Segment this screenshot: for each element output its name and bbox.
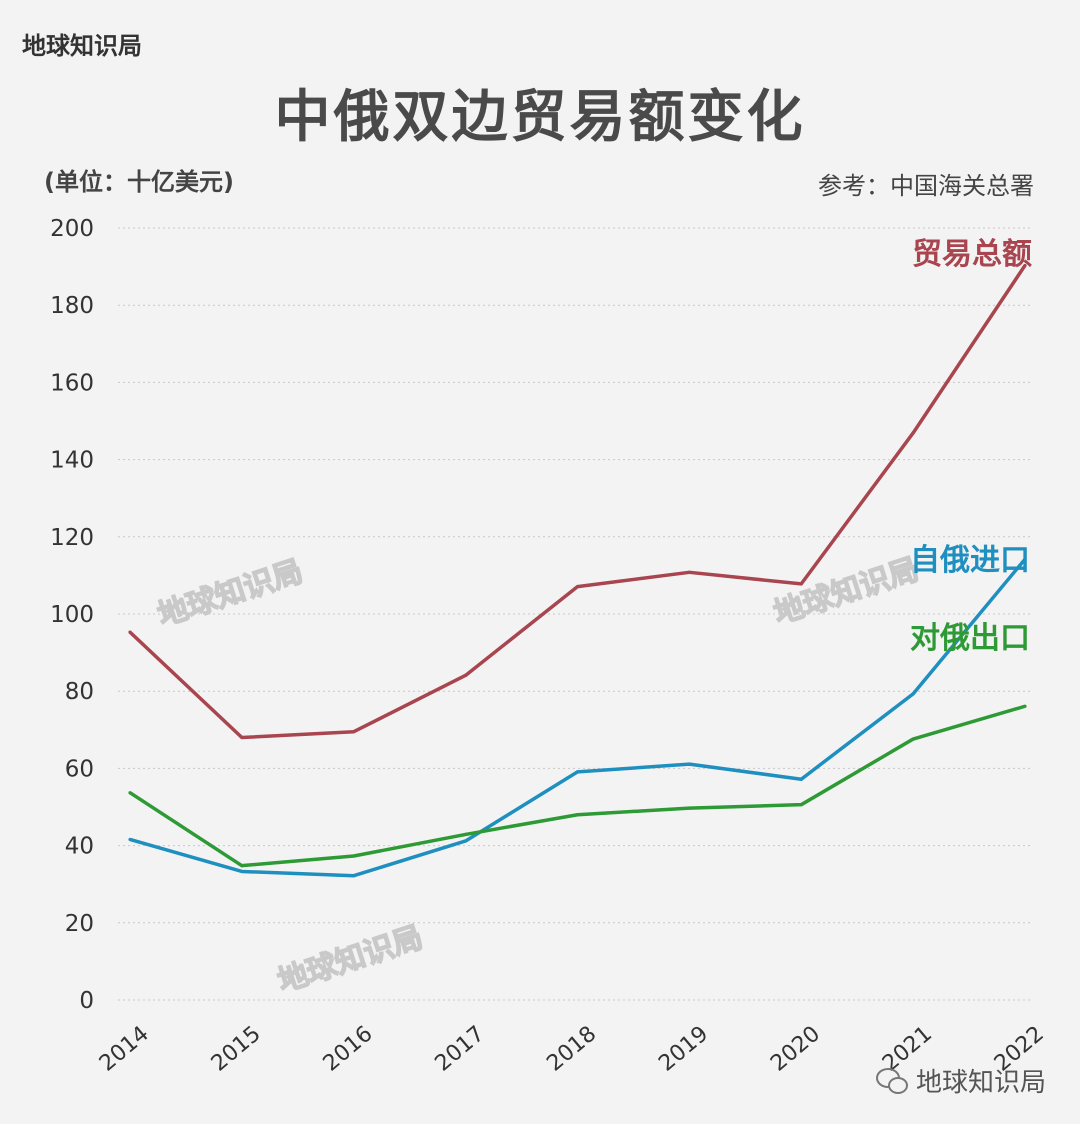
data-point-2-2	[352, 854, 356, 858]
data-point-1-4	[575, 770, 580, 774]
series-lines	[128, 263, 1027, 878]
series-line-1	[129, 558, 1027, 878]
grid-lines	[118, 227, 1030, 1001]
data-point-1-2	[352, 874, 356, 878]
data-point-1-7	[911, 692, 915, 696]
data-point-0-5	[687, 570, 691, 574]
y-tick-label-140: 140	[50, 448, 94, 474]
data-point-1-5	[687, 762, 691, 766]
data-point-2-8	[1023, 704, 1027, 708]
unit-label: (单位：十亿美元)	[44, 168, 234, 196]
footer-account-name: 地球知识局	[915, 1068, 1046, 1098]
data-point-1-0	[128, 837, 132, 842]
x-tick-label-2020: 2020	[766, 1021, 825, 1076]
x-tick-label-2015: 2015	[207, 1021, 266, 1076]
wechat-icon	[875, 1067, 908, 1094]
brand-logo-text: 地球知识局	[22, 32, 142, 60]
data-point-0-1	[240, 735, 244, 740]
series-label-1: 自俄进口	[910, 543, 1030, 578]
series-label-0: 贸易总额	[912, 237, 1032, 272]
series-label-2: 对俄出口	[910, 621, 1030, 656]
y-tick-label-180: 180	[50, 293, 94, 319]
data-point-0-6	[799, 582, 803, 586]
data-point-1-1	[240, 869, 244, 874]
x-tick-label-2016: 2016	[319, 1021, 378, 1076]
data-point-2-1	[240, 864, 244, 868]
data-point-1-8	[1023, 557, 1027, 561]
y-tick-label-120: 120	[50, 525, 94, 551]
watermark-0: 地球知识局	[154, 554, 307, 634]
y-tick-label-100: 100	[50, 602, 94, 628]
source-label: 参考：中国海关总署	[818, 172, 1034, 200]
y-tick-label-60: 60	[65, 756, 94, 782]
x-tick-label-2014: 2014	[95, 1021, 154, 1076]
y-tick-label-200: 200	[50, 216, 94, 242]
y-axis-ticks: 0 20 40 60 80 100 120 140 160 180 200	[50, 216, 94, 1014]
data-point-2-7	[911, 737, 915, 741]
watermark-1: 地球知识局	[770, 552, 923, 632]
x-tick-label-2017: 2017	[431, 1021, 490, 1076]
series-line-0	[128, 264, 1027, 740]
y-tick-label-20: 20	[65, 911, 94, 937]
data-point-2-4	[575, 813, 580, 817]
data-point-0-4	[575, 584, 580, 589]
data-point-0-3	[464, 673, 468, 677]
data-point-2-5	[687, 806, 691, 810]
data-point-0-0	[128, 630, 132, 634]
data-point-0-2	[352, 730, 356, 734]
y-tick-label-80: 80	[65, 679, 94, 705]
data-point-1-3	[464, 839, 468, 843]
x-tick-label-2018: 2018	[542, 1021, 601, 1076]
data-point-2-3	[464, 832, 468, 837]
data-point-2-0	[128, 791, 132, 795]
data-point-0-7	[911, 431, 915, 435]
x-tick-label-2019: 2019	[654, 1021, 713, 1076]
watermark-2: 地球知识局	[274, 920, 427, 1000]
data-point-1-6	[799, 777, 803, 781]
data-point-0-8	[1023, 263, 1027, 268]
chart-title: 中俄双边贸易额变化	[274, 85, 806, 150]
series-line-2	[129, 704, 1026, 868]
y-tick-label-0: 0	[79, 988, 94, 1014]
y-tick-label-40: 40	[65, 834, 94, 860]
data-point-2-6	[799, 803, 803, 807]
y-tick-label-160: 160	[50, 370, 94, 396]
footer-account: 地球知识局	[875, 1062, 1046, 1099]
